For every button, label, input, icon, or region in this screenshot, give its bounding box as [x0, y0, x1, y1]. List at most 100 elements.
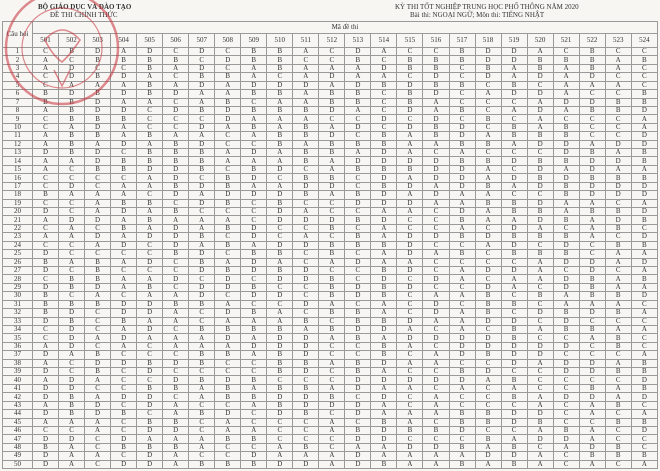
- answer-cell: A: [110, 46, 138, 57]
- answer-cell: A: [526, 114, 554, 124]
- answer-cell: A: [370, 72, 398, 82]
- table-row: 41 D D C C B B A B A B B A D A A C A C A C C B A B: [2, 383, 659, 394]
- question-number: 39: [2, 367, 33, 377]
- question-number: 35: [2, 333, 33, 343]
- exam-code-516: 516: [422, 33, 450, 48]
- question-number: 48: [2, 442, 33, 453]
- answer-cell: C: [84, 341, 112, 352]
- answer-cell: C: [188, 55, 216, 65]
- answer-cell: C: [58, 358, 86, 369]
- official-exam-label: ĐỀ THI CHÍNH THỨC: [50, 11, 118, 19]
- answer-cell: C: [474, 223, 502, 234]
- answer-cell: D: [318, 181, 346, 192]
- answer-cell: B: [474, 350, 502, 360]
- answer-cell: A: [474, 131, 502, 141]
- answer-cell: B: [240, 55, 268, 65]
- answer-cell: D: [266, 341, 294, 352]
- answer-cell: B: [266, 55, 294, 65]
- answer-cell: B: [58, 114, 86, 124]
- question-number: 13: [2, 148, 33, 158]
- answer-cell: C: [474, 122, 502, 133]
- answer-cell: C: [136, 240, 164, 251]
- answer-cell: A: [58, 417, 86, 428]
- answer-cell: D: [396, 80, 424, 91]
- answer-cell: A: [500, 63, 528, 74]
- answer-cell: C: [500, 164, 528, 175]
- answer-cell: D: [188, 282, 216, 293]
- answer-cell: A: [266, 122, 294, 133]
- answer-cell: B: [188, 459, 216, 470]
- answer-cell: C: [500, 190, 528, 200]
- exam-code-524: 524: [630, 33, 659, 48]
- answer-cell: C: [84, 223, 112, 234]
- answer-cell: B: [344, 316, 372, 326]
- exam-code-517: 517: [448, 33, 476, 48]
- answer-cell: D: [422, 114, 450, 124]
- answer-cell: B: [344, 190, 372, 200]
- answer-cell: D: [448, 425, 476, 436]
- table-row: 19 C C A B B C D B C B C C D D D A A B B D A A C A: [2, 198, 659, 209]
- answer-cell: A: [526, 223, 554, 234]
- answer-cell: D: [84, 105, 112, 116]
- answer-cell: A: [31, 164, 60, 175]
- answer-cell: B: [292, 131, 320, 141]
- answer-cell: C: [500, 367, 528, 377]
- answer-cell: B: [31, 257, 60, 267]
- answer-cell: D: [474, 265, 502, 276]
- answer-cell: C: [474, 97, 502, 107]
- answer-cell: A: [344, 148, 372, 158]
- answer-cell: C: [162, 122, 190, 133]
- table-row: 29 D B D A B C D D B C C B D B D C C D A C D B A A: [2, 282, 659, 293]
- answer-cell: A: [422, 400, 450, 411]
- answer-cell: B: [604, 223, 632, 234]
- answer-cell: D: [266, 206, 294, 217]
- answer-cell: D: [370, 324, 398, 335]
- answer-cell: C: [604, 425, 632, 436]
- answer-cell: C: [526, 80, 554, 91]
- answer-cell: C: [422, 240, 450, 251]
- answer-cell: B: [136, 215, 164, 225]
- answer-cell: D: [344, 400, 372, 411]
- answer-cell: B: [292, 122, 320, 133]
- answer-cell: A: [552, 299, 580, 310]
- answer-cell: A: [526, 97, 554, 107]
- question-number: 28: [2, 274, 33, 284]
- organization-name: BỘ GIÁO DỤC VÀ ĐÀO TẠO: [38, 3, 132, 11]
- answer-cell: B: [370, 316, 398, 326]
- answer-cell: B: [500, 375, 528, 385]
- answer-cell: B: [630, 215, 659, 225]
- answer-cell: C: [31, 72, 60, 82]
- answer-cell: B: [84, 350, 112, 360]
- answer-cell: B: [474, 63, 502, 74]
- answer-cell: C: [110, 265, 138, 276]
- answer-cell: A: [188, 97, 216, 107]
- answer-cell: B: [344, 425, 372, 436]
- answer-cell: C: [136, 122, 164, 133]
- answer-cell: A: [552, 198, 580, 209]
- answer-cell: A: [162, 308, 190, 318]
- answer-cell: D: [396, 232, 424, 242]
- question-number: 27: [2, 265, 33, 276]
- answer-cell: C: [604, 89, 632, 99]
- answer-cell: A: [240, 72, 268, 82]
- answer-cell: C: [318, 341, 346, 352]
- answer-cell: B: [630, 55, 659, 65]
- answer-cell: C: [110, 375, 138, 385]
- answer-cell: C: [552, 114, 580, 124]
- answer-cell: D: [31, 316, 60, 326]
- answer-cell: B: [630, 173, 659, 183]
- answer-cell: C: [370, 122, 398, 133]
- exam-codes-row: 501 502 503 504 505 506 507 508 509 510 511 512 513 5…: [3, 33, 659, 48]
- exam-code-521: 521: [552, 33, 580, 48]
- question-number: 19: [2, 198, 33, 209]
- answer-cell: C: [58, 249, 86, 259]
- answer-cell: C: [266, 425, 294, 436]
- answer-cell: D: [292, 350, 320, 360]
- answer-cell: A: [136, 97, 164, 107]
- answer-cell: A: [422, 97, 450, 107]
- question-number: 38: [2, 358, 33, 369]
- answer-cell: D: [448, 206, 476, 217]
- answer-cell: B: [344, 139, 372, 150]
- answer-cell: C: [344, 173, 372, 183]
